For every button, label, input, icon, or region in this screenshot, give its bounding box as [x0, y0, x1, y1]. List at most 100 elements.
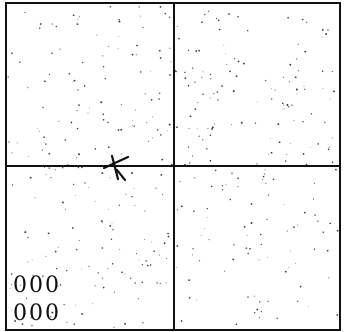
code-row-top: 000 [13, 273, 61, 298]
speckle-dot [283, 204, 285, 206]
speckle-dot [282, 76, 284, 78]
speckle-dot [235, 323, 238, 326]
speckle-dot [213, 93, 215, 95]
speckle-dot [158, 254, 160, 256]
speckle-dot [34, 197, 36, 199]
speckle-dot [247, 30, 249, 32]
speckle-dot [28, 156, 29, 157]
speckle-dot [169, 47, 171, 49]
speckle-dot [88, 265, 90, 267]
speckle-dot [150, 98, 153, 101]
speckle-dot [134, 204, 136, 206]
speckle-dot [155, 187, 157, 189]
speckle-dot [304, 50, 307, 53]
speckle-dot [267, 300, 269, 302]
speckle-dot [284, 270, 287, 273]
speckle-dot [160, 174, 163, 176]
speckle-dot [184, 163, 186, 166]
speckle-dot [45, 174, 47, 176]
speckle-dot [76, 23, 79, 25]
speckle-dot [234, 58, 236, 60]
speckle-dot [229, 70, 231, 73]
speckle-dot [119, 248, 121, 250]
speckle-dot [168, 16, 171, 19]
speckle-dot [299, 285, 302, 288]
speckle-dot [92, 303, 94, 305]
speckle-dot [240, 121, 243, 124]
speckle-dot [201, 76, 203, 78]
speckle-dot [209, 73, 212, 76]
speckle-dot [288, 106, 290, 108]
speckle-dot [270, 151, 273, 154]
speckle-dot [211, 126, 214, 129]
speckle-dot [102, 55, 104, 57]
speckle-dot [202, 71, 204, 73]
speckle-dot [48, 152, 51, 155]
speckle-dot [245, 247, 248, 249]
speckle-dot [283, 104, 285, 106]
speckle-dot [265, 182, 267, 184]
speckle-dot [55, 25, 57, 28]
speckle-dot [24, 11, 26, 14]
speckle-dot [229, 198, 231, 201]
speckle-dot [176, 26, 178, 27]
speckle-dot [131, 124, 133, 126]
speckle-dot [184, 77, 187, 80]
speckle-dot [29, 176, 32, 179]
speckle-dot [64, 139, 67, 141]
speckle-dot [72, 81, 74, 82]
speckle-dot [192, 254, 193, 256]
speckle-dot [120, 104, 122, 106]
speckle-dot [66, 321, 68, 323]
speckle-dot [237, 186, 239, 188]
speckle-dot [256, 308, 259, 311]
speckle-dot [327, 148, 330, 151]
speckle-dot [204, 14, 206, 16]
speckle-dot [187, 49, 190, 52]
speckle-dot [8, 141, 10, 143]
speckle-dot [113, 291, 115, 293]
speckle-dot [216, 91, 219, 93]
speckle-dot [118, 204, 120, 206]
speckle-dot [97, 272, 99, 274]
speckle-dot [188, 128, 190, 129]
speckle-dot [27, 87, 29, 89]
speckle-dot [25, 297, 28, 299]
speckle-dot [167, 235, 170, 238]
speckle-dot [132, 120, 134, 122]
speckle-dot [296, 224, 298, 226]
speckle-dot [291, 104, 293, 106]
speckle-dot [328, 146, 330, 148]
speckle-dot [223, 270, 225, 272]
speckle-dot [145, 260, 147, 262]
speckle-dot [117, 129, 120, 131]
speckle-dot [180, 320, 183, 322]
speckle-dot [162, 193, 164, 195]
speckle-dot [24, 313, 26, 315]
speckle-dot [42, 275, 44, 277]
speckle-dot [232, 258, 235, 261]
speckle-dot [297, 43, 299, 45]
speckle-dot [314, 214, 316, 216]
speckle-dot [151, 241, 153, 243]
speckle-dot [331, 137, 333, 139]
speckle-dot [225, 53, 227, 55]
speckle-dot [38, 27, 41, 29]
speckle-dot [30, 317, 32, 319]
speckle-dot [129, 277, 132, 279]
speckle-dot [48, 167, 50, 169]
speckle-dot [210, 185, 213, 188]
speckle-dot [140, 71, 142, 73]
speckle-dot [335, 168, 337, 171]
speckle-dot [286, 230, 288, 232]
speckle-dot [256, 101, 258, 103]
speckle-dot [41, 149, 43, 151]
speckle-dot [195, 50, 198, 52]
speckle-dot [206, 216, 208, 218]
speckle-dot [303, 85, 305, 87]
speckle-dot [138, 6, 140, 8]
speckle-dot [331, 161, 334, 163]
speckle-dot [168, 123, 171, 126]
speckle-dot [111, 263, 114, 265]
speckle-dot [270, 138, 272, 140]
